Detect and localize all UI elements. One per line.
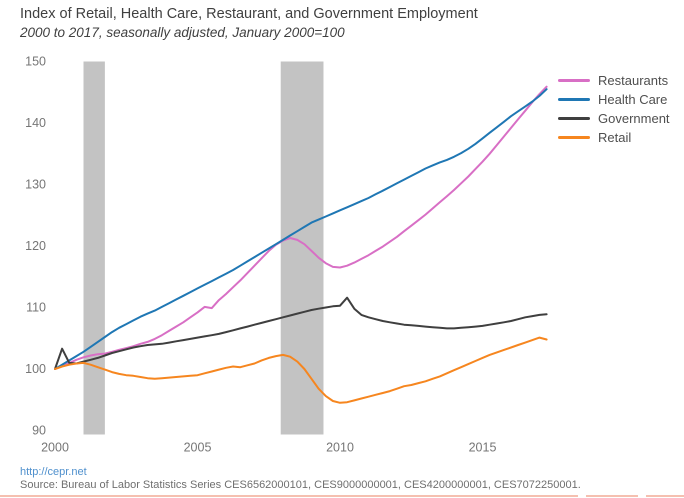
x-tick-2005: 2005 xyxy=(184,441,212,455)
legend-label: Health Care xyxy=(598,92,668,107)
legend-item-retail: Retail xyxy=(558,128,670,147)
cutoff-element-border xyxy=(0,495,578,497)
y-tick-150: 150 xyxy=(25,55,46,69)
cepr-link[interactable]: http://cepr.net xyxy=(20,466,87,478)
legend-line-swatch xyxy=(558,79,590,82)
y-tick-90: 90 xyxy=(32,424,46,438)
recession-band-1 xyxy=(83,61,105,435)
legend-line-swatch xyxy=(558,98,590,101)
recession-band-2 xyxy=(280,61,324,435)
y-tick-140: 140 xyxy=(25,116,46,130)
legend-label: Government xyxy=(598,111,670,126)
y-tick-100: 100 xyxy=(25,362,46,376)
y-tick-130: 130 xyxy=(25,178,46,192)
legend-line-swatch xyxy=(558,117,590,120)
restaurants-line xyxy=(54,85,548,370)
x-tick-2010: 2010 xyxy=(326,441,354,455)
employment-index-line-chart: 90 100 110 120 130 140 150 2000 2005 2010 2015 xyxy=(25,55,548,455)
chart-subtitle: 2000 to 2017, seasonally adjusted, Janua… xyxy=(20,25,345,40)
cutoff-element-border xyxy=(586,495,638,497)
x-tick-2000: 2000 xyxy=(41,441,69,455)
y-tick-120: 120 xyxy=(25,239,46,253)
legend: Restaurants Health Care Government Retail xyxy=(558,71,670,147)
legend-label: Restaurants xyxy=(598,73,669,88)
source-note: Source: Bureau of Labor Statistics Serie… xyxy=(20,479,581,491)
legend-item-restaurants: Restaurants xyxy=(558,71,670,90)
government-line xyxy=(54,296,548,370)
y-tick-110: 110 xyxy=(26,301,46,315)
legend-label: Retail xyxy=(598,130,632,145)
health-care-line xyxy=(54,88,548,370)
retail-line xyxy=(54,336,548,404)
legend-item-government: Government xyxy=(558,109,670,128)
cutoff-element-border xyxy=(646,495,684,497)
legend-line-swatch xyxy=(558,136,590,139)
legend-item-health-care: Health Care xyxy=(558,90,670,109)
x-tick-2015: 2015 xyxy=(469,441,497,455)
chart-title: Index of Retail, Health Care, Restaurant… xyxy=(20,6,478,22)
